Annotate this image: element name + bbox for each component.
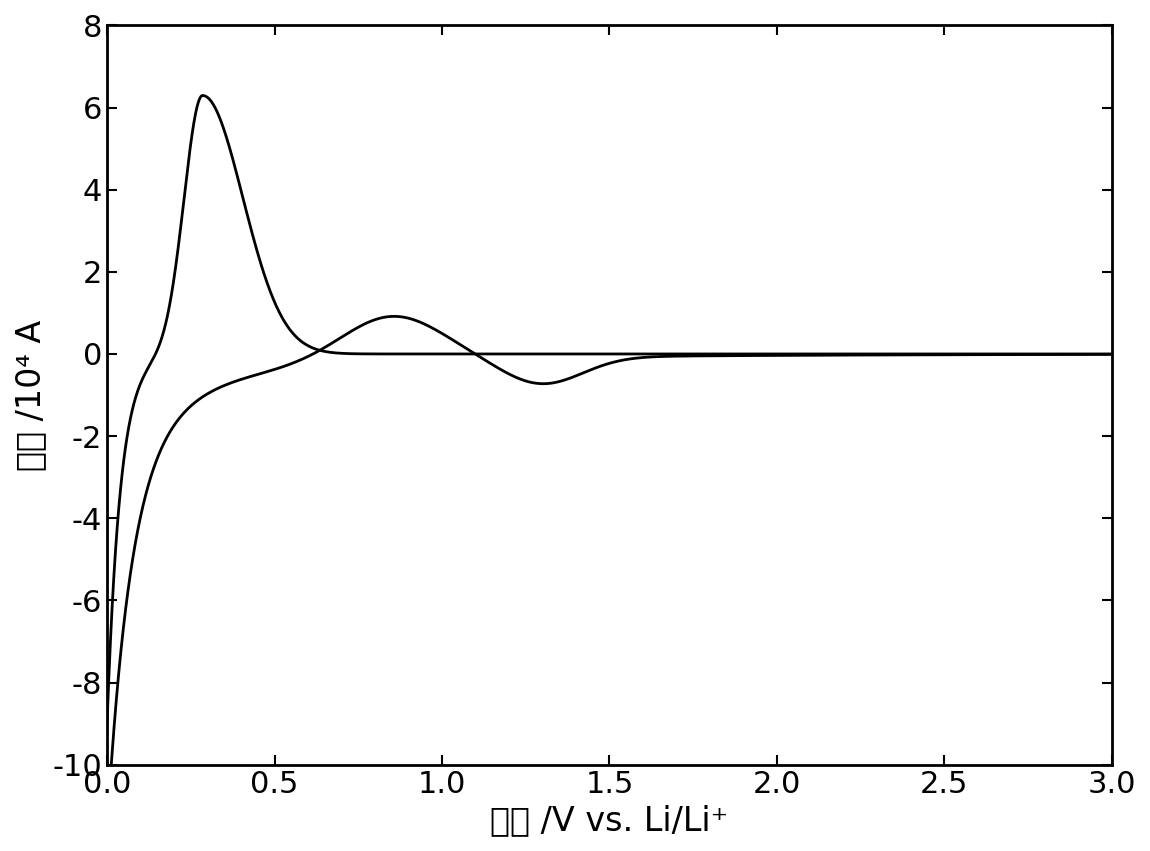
X-axis label: 电压 /V vs. Li/Li⁺: 电压 /V vs. Li/Li⁺ xyxy=(490,804,729,837)
Y-axis label: 电流 /10⁴ A: 电流 /10⁴ A xyxy=(14,319,47,471)
